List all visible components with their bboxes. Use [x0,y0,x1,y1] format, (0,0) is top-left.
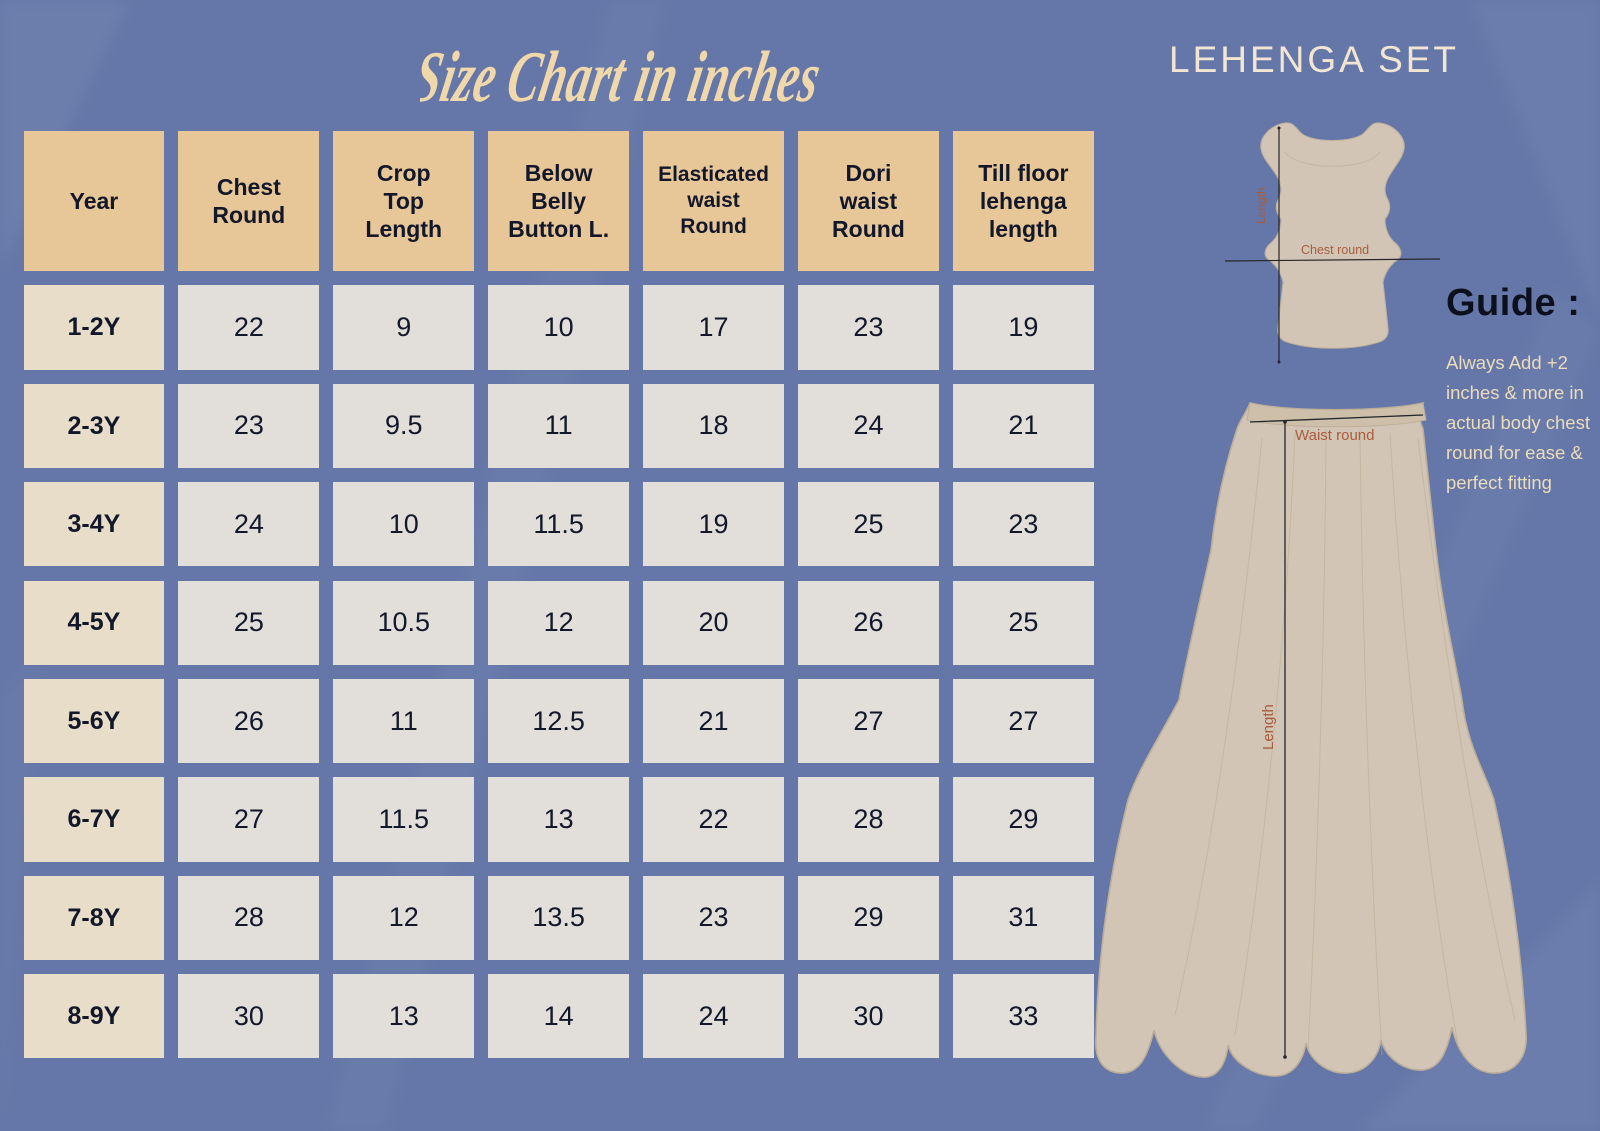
svg-text:Size Chart in inches: Size Chart in inches [420,37,827,110]
svg-text:Length: Length [1254,187,1268,224]
svg-text:Chest round: Chest round [1301,243,1369,257]
svg-text:Length: Length [1260,704,1277,750]
svg-text:Waist round: Waist round [1295,427,1374,444]
